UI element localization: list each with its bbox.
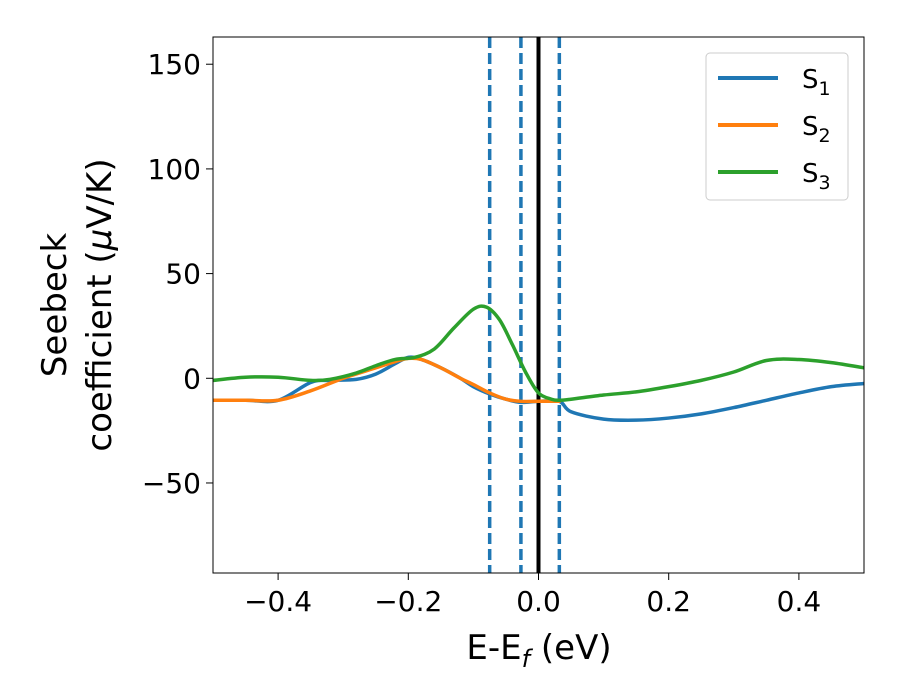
x-axis-label-unit: (eV) xyxy=(530,628,612,668)
y-tick-label: 0 xyxy=(183,362,201,395)
x-axis-label: E-Ef (eV) xyxy=(466,628,611,673)
series-line-s2 xyxy=(213,356,562,404)
x-axis-ticks: −0.4 −0.2 0.0 0.2 0.4 xyxy=(244,573,821,618)
y-axis-label: Seebeck coefficient (μV/K) xyxy=(35,158,120,451)
y-axis-label-line1: Seebeck xyxy=(35,233,75,378)
legend-label-s2: S2 xyxy=(802,112,831,147)
x-tick-label: 0.2 xyxy=(646,585,691,618)
y-tick-label: −50 xyxy=(142,467,201,500)
legend-label-s1: S1 xyxy=(802,65,831,100)
y-tick-label: 100 xyxy=(148,153,201,186)
x-tick-label: 0.4 xyxy=(777,585,822,618)
reference-lines xyxy=(487,37,562,573)
y-axis-ticks: 150 100 50 0 −50 xyxy=(142,48,213,500)
legend-label-sub: 1 xyxy=(819,78,831,100)
legend-label-main: S xyxy=(802,65,819,95)
y-axis-label-mu: μ xyxy=(80,229,120,252)
y-axis-label-prefix: coefficient ( xyxy=(80,250,120,451)
series-line-s3 xyxy=(213,304,864,403)
legend-label-sub: 3 xyxy=(819,172,831,194)
y-axis-label-suffix: V/K) xyxy=(80,158,120,228)
y-tick-label: 50 xyxy=(165,258,201,291)
y-axis-label-line2: coefficient (μV/K) xyxy=(80,158,120,451)
series-lines xyxy=(213,304,864,423)
y-tick-label: 150 xyxy=(148,48,201,81)
legend-label-s3: S3 xyxy=(802,159,831,194)
legend-label-sub: 2 xyxy=(819,125,831,147)
x-tick-label: 0.0 xyxy=(516,585,561,618)
legend-label-main: S xyxy=(802,112,819,142)
legend-label-main: S xyxy=(802,159,819,189)
x-tick-label: −0.4 xyxy=(244,585,312,618)
x-axis-label-main: E-E xyxy=(466,628,521,668)
x-tick-label: −0.2 xyxy=(374,585,442,618)
